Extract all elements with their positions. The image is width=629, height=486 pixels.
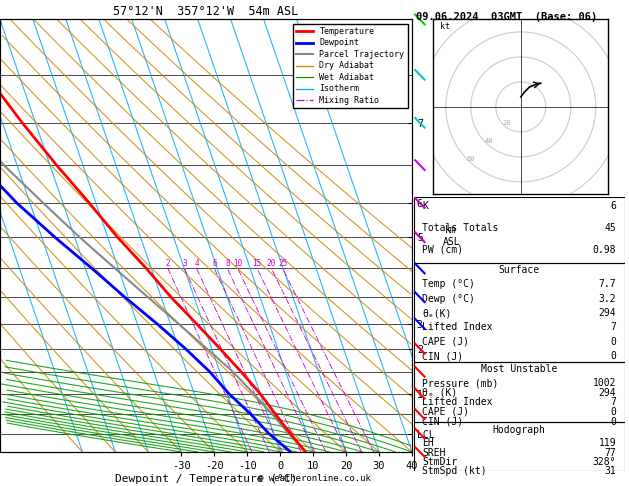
Text: 09.06.2024  03GMT  (Base: 06): 09.06.2024 03GMT (Base: 06) — [416, 12, 598, 22]
Text: StmDir: StmDir — [422, 457, 457, 467]
Text: 31: 31 — [604, 466, 616, 476]
Text: © weatheronline.co.uk: © weatheronline.co.uk — [258, 474, 371, 483]
Text: 0.98: 0.98 — [593, 245, 616, 255]
Text: 0: 0 — [610, 351, 616, 361]
Text: 7.7: 7.7 — [599, 279, 616, 289]
Text: Lifted Index: Lifted Index — [422, 322, 493, 332]
Text: 2: 2 — [165, 260, 170, 268]
Legend: Temperature, Dewpoint, Parcel Trajectory, Dry Adiabat, Wet Adiabat, Isotherm, Mi: Temperature, Dewpoint, Parcel Trajectory… — [293, 24, 408, 108]
Text: 119: 119 — [599, 438, 616, 449]
Text: 294: 294 — [599, 308, 616, 318]
Text: 294: 294 — [599, 388, 616, 398]
Text: Temp (°C): Temp (°C) — [422, 279, 475, 289]
Text: K: K — [422, 201, 428, 211]
Text: 0: 0 — [610, 407, 616, 417]
Text: 20: 20 — [503, 120, 511, 126]
Y-axis label: km
ASL: km ASL — [442, 225, 460, 246]
Text: Dewp (°C): Dewp (°C) — [422, 294, 475, 304]
Text: SREH: SREH — [422, 448, 446, 458]
Text: 7: 7 — [610, 397, 616, 407]
Text: 40: 40 — [485, 138, 493, 144]
Bar — [414, 197, 625, 263]
Text: 15: 15 — [253, 260, 262, 268]
Bar — [414, 422, 625, 471]
Text: 3.2: 3.2 — [599, 294, 616, 304]
Text: 6: 6 — [212, 260, 216, 268]
Text: Pressure (mb): Pressure (mb) — [422, 378, 499, 388]
Text: 3: 3 — [182, 260, 187, 268]
Text: 77: 77 — [604, 448, 616, 458]
Bar — [414, 263, 625, 362]
Text: 1002: 1002 — [593, 378, 616, 388]
Text: Hodograph: Hodograph — [493, 425, 546, 435]
Text: 60: 60 — [467, 156, 476, 162]
Text: CIN (J): CIN (J) — [422, 417, 464, 427]
Text: 10: 10 — [233, 260, 242, 268]
Text: kt: kt — [440, 22, 450, 32]
Text: StmSpd (kt): StmSpd (kt) — [422, 466, 487, 476]
Text: 20: 20 — [267, 260, 276, 268]
Text: PW (cm): PW (cm) — [422, 245, 464, 255]
Text: θₑ (K): θₑ (K) — [422, 388, 457, 398]
Text: Totals Totals: Totals Totals — [422, 223, 499, 233]
Text: Surface: Surface — [499, 265, 540, 276]
Text: θₑ(K): θₑ(K) — [422, 308, 452, 318]
X-axis label: Dewpoint / Temperature (°C): Dewpoint / Temperature (°C) — [115, 474, 297, 484]
Text: CIN (J): CIN (J) — [422, 351, 464, 361]
Bar — [414, 362, 625, 422]
Text: CAPE (J): CAPE (J) — [422, 337, 469, 347]
Text: CAPE (J): CAPE (J) — [422, 407, 469, 417]
Text: 45: 45 — [604, 223, 616, 233]
Text: 0: 0 — [610, 337, 616, 347]
Text: 0: 0 — [610, 417, 616, 427]
Text: Lifted Index: Lifted Index — [422, 397, 493, 407]
Text: Most Unstable: Most Unstable — [481, 364, 557, 374]
Text: 25: 25 — [278, 260, 287, 268]
Text: 7: 7 — [610, 322, 616, 332]
Title: 57°12'N  357°12'W  54m ASL: 57°12'N 357°12'W 54m ASL — [113, 5, 299, 18]
Text: EH: EH — [422, 438, 434, 449]
Text: 328°: 328° — [593, 457, 616, 467]
Text: 4: 4 — [194, 260, 199, 268]
Text: 6: 6 — [610, 201, 616, 211]
Text: 8: 8 — [225, 260, 230, 268]
